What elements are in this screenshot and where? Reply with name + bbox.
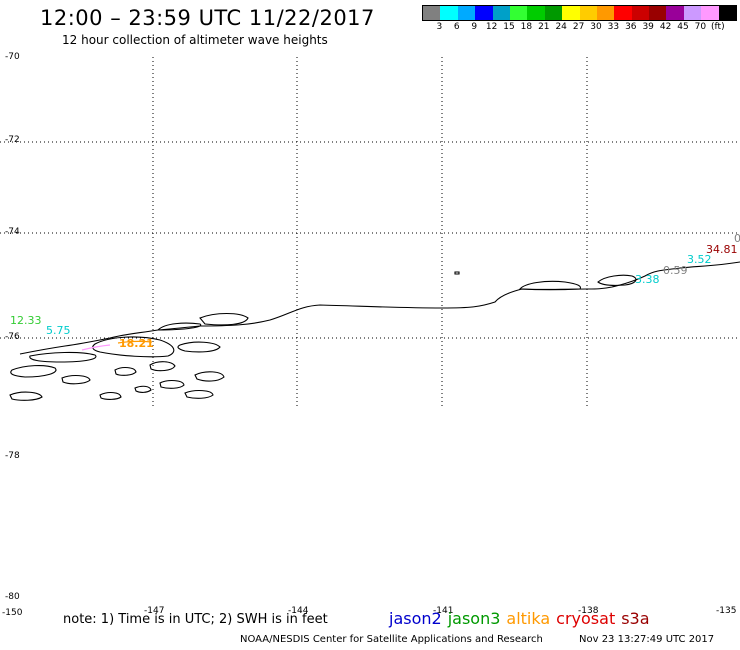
lat-label-78: -78 <box>5 451 20 461</box>
lat-label-74: -74 <box>5 227 20 237</box>
color-scale-label: (ft) <box>711 22 725 32</box>
satellite-legend: jason2 jason3 altika cryosat s3a <box>389 609 656 628</box>
island-18 <box>454 271 460 275</box>
graticule <box>0 57 740 408</box>
satellite-name: jason2 <box>389 609 442 628</box>
island-17 <box>134 385 152 393</box>
island-14 <box>9 391 43 401</box>
track-segment-orange <box>117 340 153 344</box>
color-scale-label: 42 <box>659 22 672 32</box>
lat-label-70: -70 <box>5 52 20 62</box>
wave-height-label: 12.33 <box>10 314 42 327</box>
color-scale-swatch <box>440 6 458 20</box>
track-segment-pink <box>81 344 111 351</box>
units-note: note: 1) Time is in UTC; 2) SWH is in fe… <box>63 612 328 627</box>
wave-height-label: 0 <box>734 232 740 245</box>
island-10 <box>114 367 137 376</box>
color-scale-swatch <box>683 6 702 20</box>
color-scale-swatch <box>423 6 441 20</box>
color-scale-label: 70 <box>694 22 707 32</box>
color-scale-label: 30 <box>590 22 602 32</box>
lon-label-141: -141 <box>433 606 454 616</box>
wave-height-label: 34.81 <box>706 243 738 256</box>
island-9 <box>149 361 176 372</box>
color-scale-swatch <box>579 6 597 20</box>
color-scale-swatch <box>649 6 667 20</box>
lon-label-138: -138 <box>578 606 599 616</box>
footer-credit: NOAA/NESDIS Center for Satellite Applica… <box>240 634 543 645</box>
color-scale-swatch <box>544 6 563 20</box>
lat-label-72: -72 <box>5 135 20 145</box>
altimeter-tracks <box>81 340 153 351</box>
color-scale-label: 33 <box>607 22 620 32</box>
ice-shelf-edge <box>19 261 740 355</box>
wave-height-label: 0.59 <box>663 264 688 277</box>
satellite-name: cryosat <box>556 609 616 628</box>
color-scale-swatch <box>562 6 580 20</box>
color-scale-label: 24 <box>555 22 567 32</box>
satellite-name: jason3 <box>447 609 501 628</box>
color-scale-swatch <box>614 6 632 20</box>
satellite-name: s3a <box>621 609 650 628</box>
wave-height-label: 18.21 <box>119 337 154 350</box>
color-scale-label: 15 <box>503 22 515 32</box>
wave-height-label: 3.38 <box>635 273 660 286</box>
lon-label-135: -135 <box>716 606 737 616</box>
island-13 <box>159 380 185 389</box>
island-12 <box>61 375 91 385</box>
color-scale-label: 36 <box>625 22 637 32</box>
island-6 <box>29 351 97 363</box>
island-16 <box>184 390 214 399</box>
color-scale-swatch <box>492 6 510 20</box>
color-scale-swatch <box>701 6 719 20</box>
color-scale-swatch <box>509 6 528 20</box>
island-3 <box>156 322 202 331</box>
island-11 <box>194 371 225 382</box>
island-2 <box>597 274 637 286</box>
island-8 <box>177 341 221 353</box>
color-scale-labels: 3 6 9 12 15 18 21 24 27 30 33 36 39 42 45 70 (ft) <box>422 22 740 34</box>
color-scale-swatch <box>596 6 615 20</box>
color-scale-label: 21 <box>538 22 550 32</box>
color-scale-label: 39 <box>642 22 654 32</box>
color-scale-label: 6 <box>453 22 460 32</box>
color-scale-label: 9 <box>471 22 478 32</box>
color-scale-label: 3 <box>436 22 443 32</box>
island-5 <box>92 336 175 358</box>
color-scale-swatch <box>527 6 545 20</box>
lat-label-80: -80 <box>5 592 20 602</box>
color-scale-swatch <box>631 6 650 20</box>
island-1 <box>518 280 582 291</box>
lon-label-150: -150 <box>2 608 23 618</box>
color-scale-swatch <box>475 6 493 20</box>
color-scale-swatch <box>457 6 476 20</box>
coastline <box>9 261 740 401</box>
map-title: 12:00 – 23:59 UTC 11/22/2017 <box>40 6 375 30</box>
color-scale-bar <box>422 5 738 21</box>
island-15 <box>99 392 122 400</box>
lon-label-144: -144 <box>288 606 309 616</box>
island-4 <box>199 312 249 326</box>
color-scale-label: 18 <box>520 22 533 32</box>
satellite-name: altika <box>506 609 551 628</box>
color-scale-swatch <box>666 6 684 20</box>
island-7 <box>10 365 57 378</box>
wave-height-label: 3.52 <box>687 253 712 266</box>
color-scale-label: 45 <box>677 22 689 32</box>
footer-timestamp: Nov 23 13:27:49 UTC 2017 <box>579 634 715 645</box>
lat-label-76: -76 <box>5 332 20 342</box>
color-scale-label: 27 <box>572 22 585 32</box>
color-scale-label: 12 <box>485 22 498 32</box>
wave-height-label: 5.75 <box>46 324 71 337</box>
map-subtitle: 12 hour collection of altimeter wave hei… <box>62 33 328 47</box>
lon-label-147: -147 <box>144 606 165 616</box>
color-scale-swatch <box>718 6 737 20</box>
